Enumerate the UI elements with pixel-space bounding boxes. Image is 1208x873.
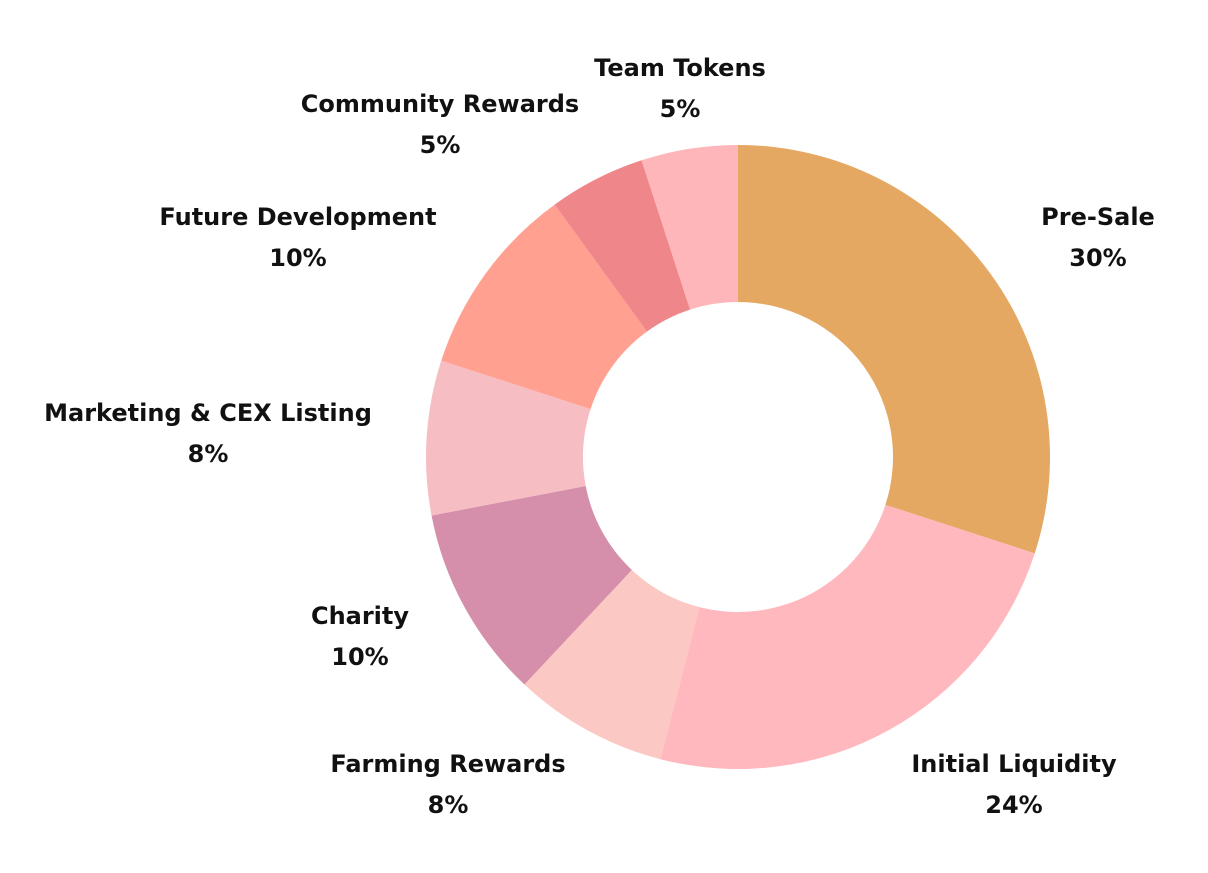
slice-charity — [431, 486, 632, 685]
slice-value-community-rewards: 5% — [420, 131, 461, 159]
slice-label-pre-sale: Pre-Sale — [1041, 203, 1155, 231]
slice-farming-rewards — [524, 569, 700, 760]
slice-team-tokens — [641, 145, 738, 310]
slice-initial-liquidity — [660, 504, 1035, 769]
slice-value-charity: 10% — [331, 643, 388, 671]
slice-label-farming-rewards: Farming Rewards — [330, 750, 565, 778]
slice-value-initial-liquidity: 24% — [985, 791, 1042, 819]
slice-pre-sale — [738, 145, 1050, 554]
donut-slices — [425, 145, 1050, 769]
slice-label-future-development: Future Development — [159, 203, 436, 231]
slice-value-marketing-and-cex-listing: 8% — [188, 440, 229, 468]
slice-labels: Pre-Sale 30% Initial Liquidity 24% Farming R… — [44, 54, 1155, 819]
slice-label-team-tokens: Team Tokens — [594, 54, 766, 82]
slice-value-pre-sale: 30% — [1069, 244, 1126, 272]
slice-marketing-and-cex-listing — [425, 360, 591, 516]
slice-value-farming-rewards: 8% — [428, 791, 469, 819]
slice-value-future-development: 10% — [269, 244, 326, 272]
slice-label-charity: Charity — [311, 602, 409, 630]
slice-future-development — [441, 204, 647, 410]
slice-label-community-rewards: Community Rewards — [301, 90, 579, 118]
slice-label-marketing-and-cex-listing: Marketing & CEX Listing — [44, 399, 372, 427]
slice-community-rewards — [554, 160, 691, 332]
slice-value-team-tokens: 5% — [660, 95, 701, 123]
slice-label-initial-liquidity: Initial Liquidity — [911, 750, 1117, 778]
